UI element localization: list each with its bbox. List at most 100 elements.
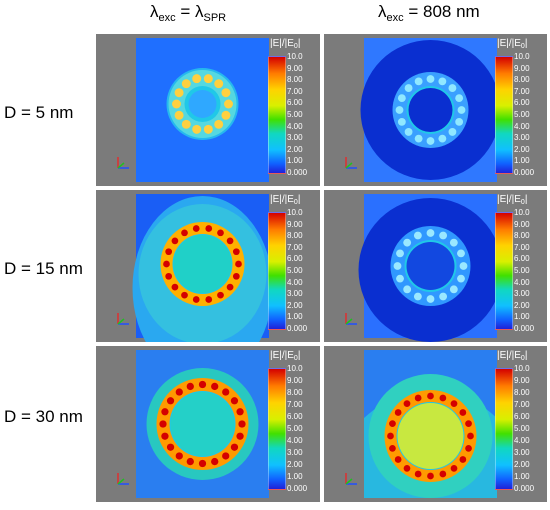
colorbar-tick-label: 6.00 — [514, 98, 530, 108]
colorbar-tick-label: 8.00 — [514, 231, 530, 241]
ring-node — [427, 472, 434, 480]
colorbar-tick-label: 4.00 — [287, 436, 303, 445]
ring-node — [465, 445, 472, 452]
ring-node — [198, 459, 207, 468]
colorbar-tick-label: 5.00 — [514, 266, 530, 275]
colorbar-title-sub: 0 — [293, 355, 298, 362]
colorbar-tick-label: 7.00 — [514, 242, 530, 252]
ring-node — [232, 272, 240, 280]
colorbar-tick-label: 7.00 — [514, 400, 530, 409]
ring-node — [165, 248, 173, 256]
panel-spr-30nm: |E|/|E0| 10.0 9.00 8.00 7.00 6.00 5.00 4.00 3.00… — [96, 346, 320, 502]
colorbar-tick-label: 3.00 — [514, 448, 530, 457]
ring-node — [159, 420, 167, 428]
ring-node — [439, 470, 447, 478]
ring-node — [175, 388, 183, 396]
column-header-spr: λexc = λSPR — [150, 2, 227, 24]
ring-node — [448, 128, 457, 136]
ring-node — [226, 237, 234, 245]
row-label-15nm: D = 15 nm — [4, 259, 83, 278]
ring-node — [426, 75, 435, 83]
colorbar-title: |E|/|E0| — [497, 38, 527, 50]
ring-node — [205, 225, 213, 232]
colorbar-tick-label: 4.00 — [514, 277, 530, 287]
colorbar-title: |E|/|E0| — [270, 194, 300, 206]
ring-node — [174, 88, 184, 98]
colorbar-tick-label: 4.00 — [514, 121, 530, 131]
ring-node — [211, 457, 219, 466]
colorbar-tick-label: 8.00 — [514, 388, 530, 397]
colorbar-tick-label: 0.000 — [287, 168, 308, 177]
colorbar-tick-label: 10.0 — [287, 52, 303, 61]
ring-node — [426, 137, 435, 145]
colorbar — [268, 56, 286, 174]
colorbar-tick-label: 5.00 — [287, 110, 303, 119]
ring-node — [236, 408, 244, 416]
colorbar-tick-label: 9.00 — [514, 63, 530, 73]
ring-node — [394, 409, 402, 416]
colorbar-tick-label: 10.0 — [514, 364, 530, 373]
ring-node — [221, 110, 231, 120]
colorbar-tick-label: 7.00 — [287, 242, 303, 252]
ring-node — [459, 409, 467, 416]
ring-node — [230, 397, 239, 405]
colorbar-title: |E|/|E0| — [497, 194, 527, 206]
ring-node — [230, 443, 239, 451]
ring-node — [236, 432, 244, 440]
ring-node — [235, 260, 242, 268]
ring-node — [426, 295, 435, 303]
ring-node — [171, 283, 179, 291]
ring-node — [186, 457, 194, 466]
colorbar — [268, 212, 286, 330]
colorbar-tick-label: 9.00 — [514, 376, 530, 385]
colorbar-tick-label: 5.00 — [514, 110, 530, 119]
ring-node — [192, 124, 202, 134]
ring-node — [449, 238, 458, 247]
ring-node — [438, 77, 447, 86]
colorbar-tick-label: 10.0 — [514, 208, 530, 217]
particle-core — [408, 88, 453, 132]
colorbar-tick-label: 7.00 — [287, 86, 303, 96]
ring-node — [389, 420, 396, 427]
ring-node — [163, 260, 170, 268]
ring-node — [414, 470, 422, 478]
column-header-808nm: λexc = 808 nm — [378, 2, 480, 24]
ring-node — [413, 292, 422, 301]
colorbar-title-main: |E|/|E — [497, 194, 521, 205]
ring-node — [394, 456, 402, 463]
colorbar-tick-label: 6.00 — [287, 254, 303, 264]
colorbar-tick-label: 9.00 — [287, 63, 303, 73]
ring-node — [166, 443, 175, 451]
ring-node — [172, 99, 181, 109]
particle-core — [406, 242, 455, 290]
ring-node — [414, 134, 423, 143]
axes-triad-icon — [117, 157, 129, 169]
colorbar-tick-label: 3.00 — [287, 289, 303, 299]
colorbar-tick-label: 10.0 — [287, 208, 303, 217]
colorbar-tick-label: 1.00 — [287, 472, 303, 481]
ring-node — [393, 262, 402, 270]
colorbar-tick-label: 0.000 — [287, 484, 308, 493]
panel-spr-5nm: |E|/|E0| 10.0 9.00 8.00 7.00 6.00 5.00 4.00 3.00… — [96, 34, 320, 186]
colorbar-tick-label: 3.00 — [514, 133, 530, 143]
field-map — [136, 38, 269, 182]
ring-node — [174, 110, 184, 120]
ring-node — [214, 79, 224, 89]
ring-node — [397, 117, 406, 126]
ring-node — [171, 237, 179, 245]
ring-node — [439, 394, 447, 402]
ring-node — [459, 262, 468, 270]
row-label-30nm: D = 30 nm — [4, 407, 83, 426]
colorbar-tick-label: 4.00 — [287, 277, 303, 287]
colorbar-tick-label: 8.00 — [287, 75, 303, 85]
ring-node — [166, 397, 175, 405]
ring-node — [439, 231, 448, 240]
colorbar-tick-label: 1.00 — [514, 472, 530, 481]
panel-spr-15nm: |E|/|E0| 10.0 9.00 8.00 7.00 6.00 5.00 4.00 3.00… — [96, 190, 320, 342]
colorbar-tick-label: 0.000 — [514, 324, 535, 333]
ring-node — [448, 84, 457, 92]
ring-node — [181, 291, 188, 299]
colorbar-title: |E|/|E0| — [497, 350, 527, 362]
ring-node — [192, 74, 202, 84]
field-map — [132, 194, 273, 342]
